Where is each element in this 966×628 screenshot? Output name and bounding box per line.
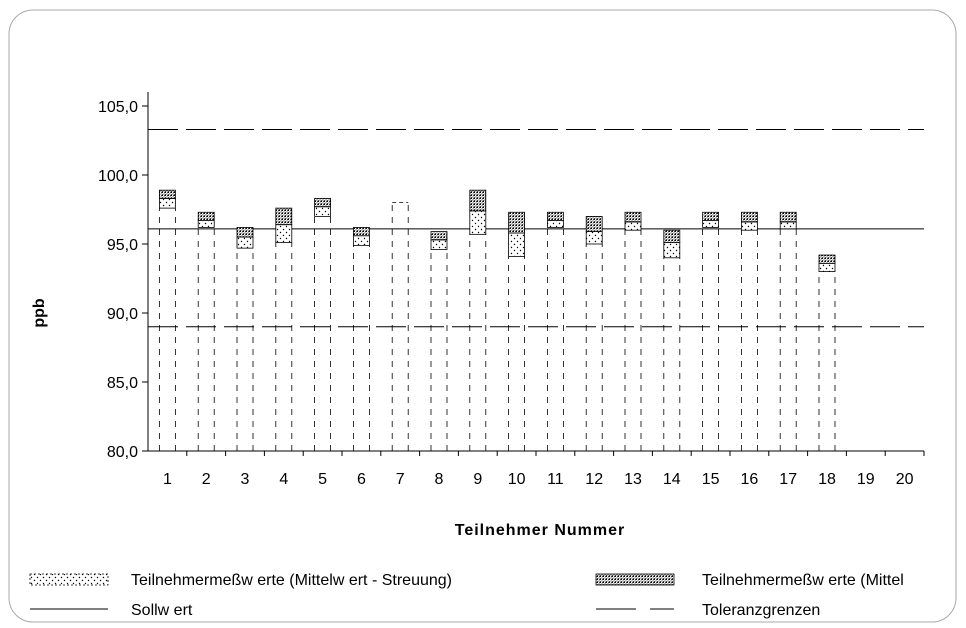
y-tick-label: 95,0 <box>107 237 138 254</box>
x-tick-label: 5 <box>318 471 327 488</box>
x-tick-label: 6 <box>357 471 366 488</box>
x-tick-label: 4 <box>279 471 288 488</box>
bar-mittel-12 <box>585 215 603 232</box>
x-tick-label: 18 <box>818 471 836 488</box>
legend-label-toleranz: Toleranzgrenzen <box>702 602 820 619</box>
bar-streuung-6 <box>352 235 370 246</box>
y-tick-label: 100,0 <box>98 168 138 185</box>
x-tick-label: 7 <box>396 471 405 488</box>
y-tick-label: 80,0 <box>107 444 138 461</box>
bar-streuung-1 <box>158 198 176 209</box>
bar-streuung-10 <box>508 232 526 257</box>
x-tick-label: 16 <box>741 471 759 488</box>
x-tick-label: 8 <box>435 471 444 488</box>
bar-mittel-13 <box>624 211 642 223</box>
x-tick-label: 10 <box>508 471 526 488</box>
bar-mittel-4 <box>275 207 293 226</box>
bar-mittel-8 <box>430 231 448 241</box>
bar-streuung-17 <box>779 221 797 230</box>
bar-mittel-9 <box>469 189 487 212</box>
x-tick-label: 20 <box>896 471 914 488</box>
bar-streuung-16 <box>741 221 758 231</box>
chart-frame <box>8 9 957 623</box>
legend: Teilnehmermeßw erte (Mittelw ert - Streu… <box>29 572 904 619</box>
bar-streuung-2 <box>197 220 215 228</box>
y-tick-label: 90,0 <box>107 306 138 323</box>
x-tick-label: 9 <box>473 471 482 488</box>
bar-mittel-11 <box>547 211 564 221</box>
bar-mittel-14 <box>663 229 681 244</box>
bar-mittel-18 <box>818 254 836 264</box>
x-tick-label: 19 <box>857 471 875 488</box>
x-tick-label: 14 <box>663 471 681 488</box>
x-tick-label: 15 <box>702 471 720 488</box>
legend-swatch-crosshatch <box>595 573 675 586</box>
bar-mittel-3 <box>236 227 254 238</box>
bar-mittel-17 <box>779 211 797 223</box>
bar-mittel-5 <box>314 198 332 208</box>
x-axis-title: Teilnehmer Nummer <box>455 522 626 539</box>
y-axis-title: ppb <box>31 298 48 328</box>
legend-label-sollwert: Sollw ert <box>131 602 193 619</box>
bar-streuung-15 <box>702 220 719 228</box>
x-tick-label: 1 <box>163 471 172 488</box>
bar-streuung-8 <box>430 239 448 250</box>
legend-swatch-dotted <box>29 573 109 586</box>
x-tick-label: 11 <box>547 471 564 488</box>
bar-streuung-9 <box>469 210 487 235</box>
bar-mittel-1 <box>158 189 176 199</box>
bar-mittel-15 <box>702 211 719 221</box>
bar-streuung-3 <box>236 236 254 249</box>
bar-streuung-14 <box>663 242 681 259</box>
x-tick-label: 3 <box>241 471 250 488</box>
legend-label-crosshatch: Teilnehmermeßw erte (Mittel <box>702 572 904 589</box>
bar-streuung-18 <box>818 262 836 273</box>
bar-mittel-16 <box>741 211 758 223</box>
y-tick-label: 85,0 <box>107 375 138 392</box>
bar-streuung-4 <box>275 224 293 244</box>
bar-mittel-2 <box>197 211 215 221</box>
bar-streuung-13 <box>624 221 642 231</box>
legend-label-dotted: Teilnehmermeßw erte (Mittelw ert - Streu… <box>131 572 452 589</box>
x-tick-label: 17 <box>779 471 797 488</box>
bar-mittel-6 <box>352 227 370 237</box>
bar-streuung-11 <box>547 220 564 228</box>
bar-streuung-12 <box>585 231 603 245</box>
x-tick-label: 13 <box>624 471 642 488</box>
y-tick-label: 105,0 <box>98 99 138 116</box>
x-tick-label: 12 <box>585 471 603 488</box>
x-tick-label: 2 <box>202 471 211 488</box>
bar-streuung-5 <box>314 206 332 217</box>
bar-mittel-10 <box>508 211 526 234</box>
